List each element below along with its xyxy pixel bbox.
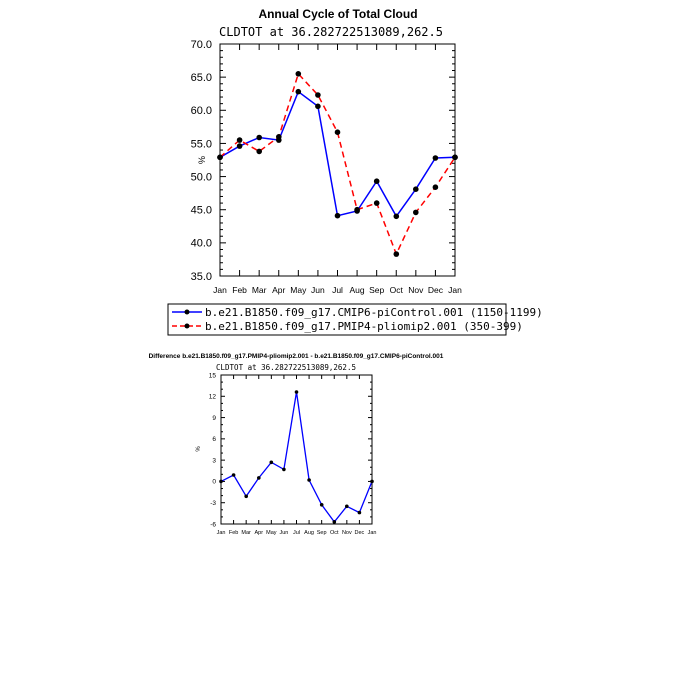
series-0-point [236, 143, 243, 149]
series-1-point [413, 209, 419, 216]
x-tick-label: Aug [304, 530, 314, 536]
series-0-point [295, 88, 302, 95]
x-tick-label: Jun [279, 530, 288, 536]
x-tick-label: Jan [217, 530, 226, 536]
series-0-point [370, 479, 374, 484]
series-0-point [432, 155, 439, 161]
chart1-series [217, 71, 458, 257]
x-tick-label: Feb [229, 530, 238, 536]
x-tick-label: Oct [330, 530, 339, 536]
chart1-ylabel: % [197, 156, 207, 164]
x-tick-label: Mar [252, 285, 267, 295]
series-0-point [373, 178, 380, 184]
chart2-plot-frame [220, 374, 373, 525]
series-1-point [432, 184, 439, 190]
y-tick-label: 0 [212, 479, 216, 486]
y-tick-label: -6 [210, 521, 216, 528]
y-tick-label: 40.0 [191, 238, 212, 250]
series-1-point [315, 92, 321, 98]
chart1-title: Annual Cycle of Total Cloud [258, 7, 417, 21]
y-tick-label: 65.0 [191, 72, 212, 84]
x-tick-label: Dec [355, 530, 365, 536]
series-1-point [217, 154, 223, 161]
legend-label-control: b.e21.B1850.f09_g17.CMIP6-piControl.001 … [205, 306, 543, 319]
series-line-0 [220, 391, 373, 523]
chart1-plot-frame [219, 43, 456, 277]
series-0-point [357, 510, 362, 515]
x-tick-label: Jan [448, 285, 462, 295]
y-tick-label: 55.0 [191, 138, 212, 150]
series-0-point [256, 134, 263, 141]
series-1-point [452, 154, 458, 161]
x-tick-label: May [266, 530, 277, 536]
y-tick-label: 70.0 [191, 39, 212, 51]
x-tick-label: Nov [342, 530, 352, 536]
series-0-point [345, 504, 349, 509]
y-tick-label: 60.0 [191, 105, 212, 117]
x-tick-label: Oct [390, 285, 404, 295]
chart1-legend-box [167, 303, 507, 336]
x-tick-label: Feb [232, 285, 247, 295]
x-tick-label: May [290, 285, 307, 295]
y-tick-label: 15 [209, 372, 217, 379]
series-1-point [354, 206, 360, 213]
series-0-point [393, 213, 400, 220]
series-0-point [307, 478, 311, 482]
series-0-point [244, 494, 248, 499]
chart2-subtitle: CLDTOT at 36.282722513089,262.5 [216, 363, 356, 372]
x-tick-label: Mar [241, 530, 251, 536]
x-tick-label: Sep [369, 285, 384, 295]
x-tick-label: Nov [408, 285, 424, 295]
series-1-point [373, 200, 380, 206]
x-tick-label: Jun [311, 285, 325, 295]
series-1-point [256, 148, 263, 155]
series-0-point [219, 479, 223, 484]
series-0-point [294, 390, 299, 394]
series-0-point [257, 476, 261, 480]
x-tick-label: Apr [254, 530, 263, 536]
series-0-point [319, 503, 324, 507]
x-tick-label: Jan [213, 285, 227, 295]
legend-marker-control [184, 309, 190, 315]
series-0-point [334, 212, 341, 219]
x-tick-label: Apr [272, 285, 285, 295]
series-1-point [295, 71, 302, 77]
series-0-point [332, 520, 337, 524]
series-1-point [393, 251, 400, 257]
x-tick-label: Sep [317, 530, 327, 536]
x-tick-label: Aug [350, 285, 365, 295]
legend-marker-pliomip [184, 323, 190, 329]
series-1-point [236, 137, 243, 143]
x-tick-label: Jan [368, 530, 377, 536]
y-tick-label: 50.0 [191, 171, 212, 183]
chart1-ticks: 35.0 40.0 45.0 50.0 55.0 60.0 65.0 70.0 Jan Feb Ma… [191, 39, 463, 295]
chart2-ylabel: % [196, 446, 202, 452]
y-tick-label: 6 [212, 436, 216, 443]
x-tick-label: Jul [332, 285, 343, 295]
series-1-point [276, 134, 282, 140]
series-1-point [334, 129, 341, 135]
series-0-point [282, 467, 286, 472]
y-tick-label: 45.0 [191, 205, 212, 217]
series-0-point [413, 186, 419, 192]
x-tick-label: Jul [293, 530, 300, 536]
y-tick-label: 35.0 [191, 271, 212, 283]
series-0-point [231, 473, 236, 477]
chart2-series [219, 390, 374, 524]
x-tick-label: Dec [428, 285, 444, 295]
y-tick-label: -3 [210, 500, 216, 507]
chart1-subtitle: CLDTOT at 36.282722513089,262.5 [219, 25, 443, 39]
y-tick-label: 12 [209, 394, 217, 401]
series-0-point [315, 103, 321, 110]
y-tick-label: 9 [212, 415, 216, 422]
chart2-title: Difference b.e21.B1850.f09_g17.PMIP4-pli… [149, 353, 444, 360]
series-line-0 [219, 90, 456, 218]
series-0-point [269, 460, 274, 465]
legend-label-pliomip: b.e21.B1850.f09_g17.PMIP4-pliomip2.001 (… [205, 320, 523, 333]
series-line-1 [219, 72, 456, 257]
y-tick-label: 3 [212, 457, 216, 464]
